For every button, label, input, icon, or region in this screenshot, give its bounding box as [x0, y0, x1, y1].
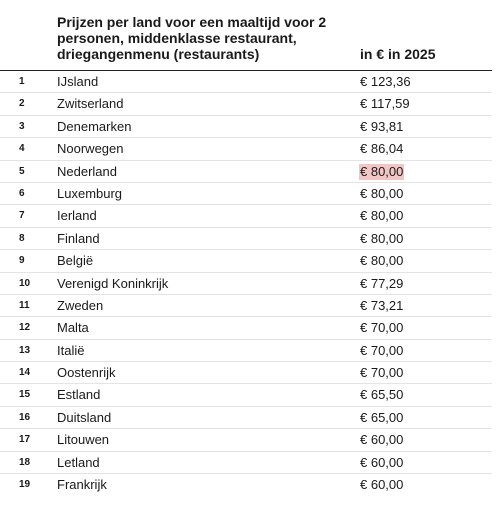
country-cell: Letland [57, 454, 100, 470]
country-cell: Italië [57, 342, 85, 358]
table-row: 16 Duitsland € 65,00 [0, 407, 492, 430]
table-row: 1 IJsland € 123,36 [0, 71, 492, 94]
rank-cell: 1 [19, 76, 25, 87]
rank-cell: 4 [19, 143, 25, 155]
country-cell: Noorwegen [57, 141, 124, 157]
rank-cell: 17 [19, 434, 31, 446]
rank-cell: 19 [19, 479, 31, 491]
rank-cell: 12 [19, 322, 31, 334]
rank-cell: 13 [19, 344, 31, 356]
country-cell: Oostenrijk [57, 365, 116, 381]
price-cell: € 73,21 [360, 297, 404, 313]
rank-cell: 11 [19, 299, 30, 311]
price-cell: € 70,00 [360, 320, 404, 336]
price-cell: € 77,29 [360, 275, 404, 291]
column-header-price: in € in 2025 [360, 46, 436, 62]
rank-cell: 16 [19, 411, 31, 423]
country-cell: Litouwen [57, 432, 110, 448]
price-cell: € 60,00 [360, 477, 404, 493]
table-body: 1 IJsland € 123,36 2 Zwitserland € 117,59 3 Den… [0, 71, 492, 496]
price-cell: € 80,00 [360, 230, 404, 246]
rank-cell: 10 [19, 277, 31, 289]
country-cell: Frankrijk [57, 477, 107, 493]
table-row: 11 Zweden € 73,21 [0, 295, 492, 318]
table-row: 6 Luxemburg € 80,00 [0, 183, 492, 206]
rank-cell: 7 [19, 210, 25, 222]
price-cell: € 60,00 [360, 432, 404, 448]
price-cell: € 65,00 [360, 409, 404, 425]
country-cell: Estland [57, 387, 101, 403]
country-cell: Verenigd Koninkrijk [57, 275, 169, 291]
rank-cell: 9 [19, 255, 25, 267]
price-cell: € 70,00 [360, 365, 404, 381]
table-row: 7 Ierland € 80,00 [0, 205, 492, 228]
table-row: 12 Malta € 70,00 [0, 317, 492, 340]
price-cell: € 80,00 [359, 163, 405, 180]
table-row: 18 Letland € 60,00 [0, 452, 492, 475]
table-row: 4 Noorwegen € 86,04 [0, 138, 492, 161]
table-row: 2 Zwitserland € 117,59 [0, 93, 492, 116]
country-cell: Luxemburg [57, 185, 123, 201]
price-cell: € 80,00 [360, 185, 404, 201]
price-cell: € 65,50 [360, 387, 404, 403]
rank-cell: 5 [19, 165, 25, 177]
rank-cell: 3 [19, 120, 25, 132]
table-row: 15 Estland € 65,50 [0, 384, 492, 407]
rank-cell: 18 [19, 456, 31, 468]
table-row: 9 België € 80,00 [0, 250, 492, 273]
country-cell: Malta [57, 320, 89, 336]
country-cell: IJsland [57, 74, 99, 89]
rank-cell: 2 [19, 98, 25, 110]
table-row: 3 Denemarken € 93,81 [0, 116, 492, 139]
rank-cell: 8 [19, 232, 25, 244]
table-row: 13 Italië € 70,00 [0, 340, 492, 363]
price-cell: € 93,81 [360, 118, 404, 134]
rank-cell: 15 [19, 389, 31, 401]
table-row: 5 Nederland € 80,00 [0, 161, 492, 183]
rank-cell: 6 [19, 187, 25, 199]
rank-cell: 14 [19, 367, 31, 379]
country-cell: Duitsland [57, 409, 112, 425]
table-row: 19 Frankrijk € 60,00 [0, 474, 492, 496]
country-cell: Denemarken [57, 118, 132, 134]
table-row: 8 Finland € 80,00 [0, 228, 492, 251]
price-cell: € 86,04 [360, 141, 404, 157]
price-cell: € 117,59 [360, 96, 410, 112]
country-cell: Ierland [57, 208, 97, 224]
price-cell: € 123,36 [360, 74, 411, 89]
country-cell: Zweden [57, 297, 104, 313]
country-cell: Nederland [57, 163, 117, 179]
table-header: Prijzen per land voor een maaltijd voor … [0, 0, 492, 71]
table-row: 10 Verenigd Koninkrijk € 77,29 [0, 273, 492, 295]
country-cell: België [57, 253, 94, 269]
table-row: 14 Oostenrijk € 70,00 [0, 362, 492, 385]
country-cell: Zwitserland [57, 96, 124, 112]
column-header-country: Prijzen per land voor een maaltijd voor … [57, 14, 327, 62]
table-row: 17 Litouwen € 60,00 [0, 429, 492, 452]
price-cell: € 80,00 [360, 253, 404, 269]
price-cell: € 80,00 [360, 208, 404, 224]
price-cell: € 60,00 [360, 454, 404, 470]
price-cell: € 70,00 [360, 342, 404, 358]
country-cell: Finland [57, 230, 100, 246]
